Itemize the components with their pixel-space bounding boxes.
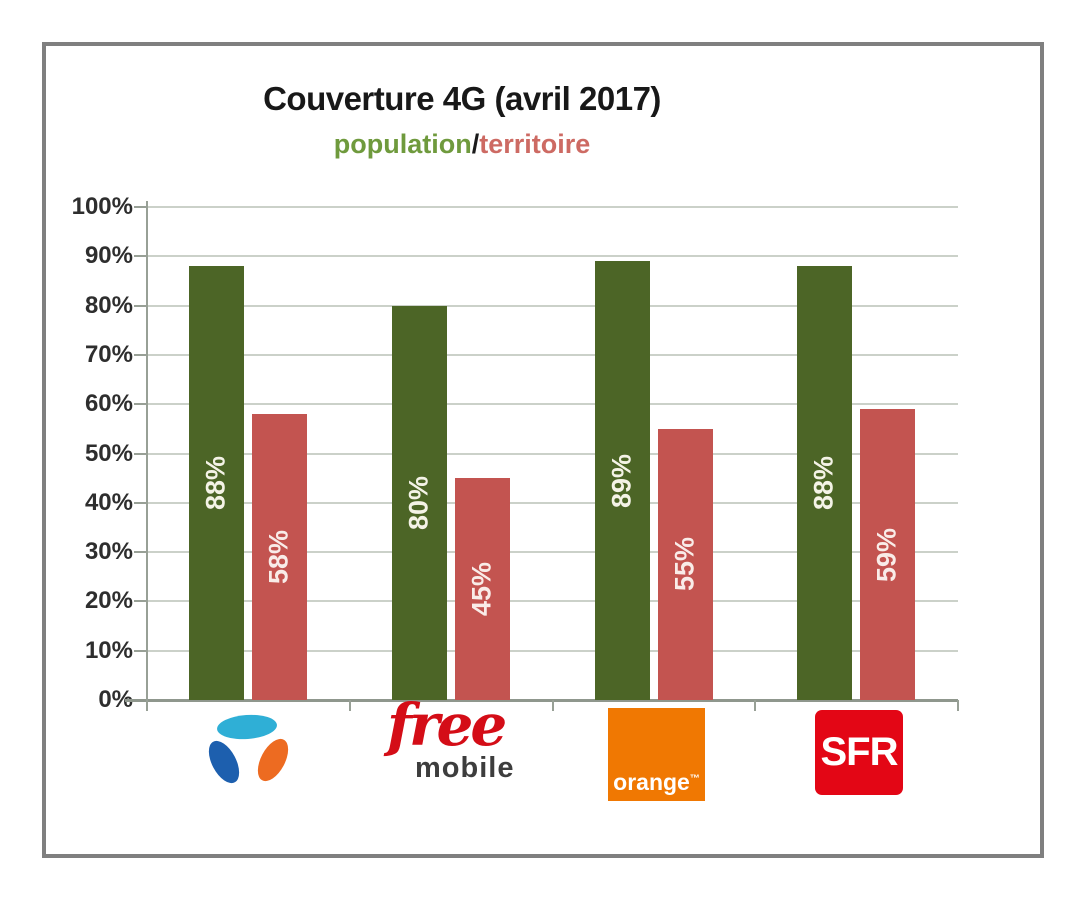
y-axis-label-70: 70% — [84, 340, 133, 368]
bar-territoire-free-mobile — [454, 478, 510, 700]
y-axis-line — [146, 201, 148, 700]
bar-label-territoire-sfr: 59% — [871, 527, 902, 582]
bar-population-orange — [594, 261, 650, 700]
gridline-80 — [147, 304, 958, 307]
y-axis-tick-30 — [134, 551, 147, 554]
gridline-30 — [147, 551, 958, 554]
y-axis-label-50: 50% — [84, 439, 133, 467]
y-axis-tick-80 — [134, 304, 147, 307]
bar-territoire-sfr — [860, 409, 916, 700]
free-logo-word: free — [387, 691, 507, 759]
bar-territoire-bouygues-telecom — [252, 414, 307, 700]
x-axis-line — [125, 699, 958, 702]
bar-label-territoire-free-mobile: 45% — [466, 562, 497, 617]
orange-logo-text: orange™ — [608, 769, 705, 796]
bar-label-territoire-bouygues-telecom: 58% — [263, 529, 294, 585]
y-axis-label-20: 20% — [84, 587, 133, 615]
bouygues-petal-cyan-icon — [216, 712, 278, 742]
orange-trademark: ™ — [689, 773, 700, 785]
gridline-90 — [147, 255, 958, 258]
y-axis-tick-40 — [134, 501, 147, 504]
gridline-20 — [147, 600, 958, 603]
y-axis-label-80: 80% — [84, 291, 133, 319]
bouygues-petal-orange-icon — [251, 734, 295, 786]
bar-territoire-orange — [657, 428, 713, 700]
y-axis-label-10: 10% — [84, 636, 133, 664]
sfr-logo: SFR — [815, 710, 903, 795]
bar-population-free-mobile — [391, 305, 447, 700]
y-axis-label-100: 100% — [71, 193, 133, 220]
orange-label: orange — [613, 769, 690, 795]
y-axis-tick-90 — [134, 255, 147, 258]
y-axis-tick-20 — [134, 600, 147, 603]
y-axis-label-60: 60% — [84, 390, 133, 418]
legend-population: population — [333, 129, 472, 159]
free-mobile-word: mobile — [415, 752, 515, 784]
gridline-40 — [147, 501, 958, 504]
legend-separator: / — [471, 129, 480, 159]
bar-label-territoire-orange: 55% — [669, 537, 699, 592]
bar-label-population-orange: 89% — [606, 453, 636, 508]
x-axis-category-tick-1 — [348, 700, 351, 711]
gridline-60 — [147, 403, 958, 406]
x-axis-category-tick-2 — [551, 700, 554, 711]
gridline-100 — [147, 206, 958, 208]
bar-label-population-sfr: 88% — [808, 456, 839, 511]
bar-population-sfr — [797, 266, 853, 700]
bar-label-population-free-mobile: 80% — [403, 475, 434, 530]
y-axis-label-0: 0% — [98, 686, 133, 713]
chart-subtitle: population/territoire — [42, 129, 882, 160]
x-axis-category-tick-3 — [754, 700, 757, 711]
y-axis-label-40: 40% — [84, 488, 133, 516]
bouygues-telecom-logo — [196, 706, 300, 800]
y-axis-label-30: 30% — [84, 538, 133, 566]
y-axis-tick-10 — [134, 649, 147, 652]
bouygues-petal-blue-icon — [202, 736, 246, 788]
sfr-logo-text: SFR — [820, 730, 899, 774]
y-axis-label-90: 90% — [84, 242, 133, 270]
y-axis-tick-50 — [134, 452, 147, 455]
bar-population-bouygues-telecom — [189, 266, 244, 700]
gridline-10 — [147, 649, 958, 652]
y-axis-tick-60 — [134, 403, 147, 406]
gridline-50 — [147, 452, 958, 455]
y-axis-tick-70 — [134, 353, 147, 356]
bar-label-population-bouygues-telecom: 88% — [200, 456, 231, 511]
free-mobile-logo: free mobile — [383, 696, 543, 800]
x-axis-category-tick-0 — [146, 700, 148, 711]
orange-logo: orange™ — [608, 708, 705, 801]
legend-territoire: territoire — [479, 129, 591, 159]
gridline-70 — [147, 353, 958, 356]
y-axis-tick-100 — [134, 206, 147, 208]
chart-title: Couverture 4G (avril 2017) — [263, 80, 661, 117]
x-axis-category-tick-4 — [957, 700, 959, 711]
